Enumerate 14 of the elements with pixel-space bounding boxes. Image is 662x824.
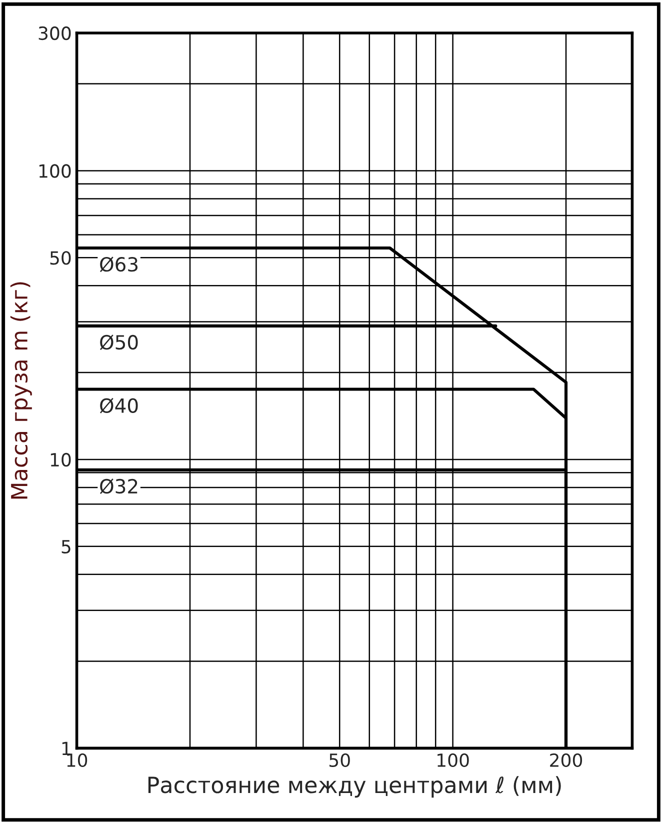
y-tick-label: 300 bbox=[38, 26, 71, 40]
y-tick-label: 50 bbox=[50, 251, 71, 265]
y-tick-label: 5 bbox=[62, 540, 70, 554]
series-label: Ø32 bbox=[100, 478, 138, 494]
x-axis-title: Расстояние между центрами ℓ (мм) bbox=[148, 776, 561, 798]
y-tick-label: 10 bbox=[50, 452, 71, 467]
x-tick-label: 50 bbox=[330, 753, 350, 768]
series-label: Ø50 bbox=[100, 334, 138, 350]
y-axis-title: Масса груза m (кг) bbox=[10, 282, 32, 499]
x-tick-label: 100 bbox=[438, 753, 469, 768]
x-tick-label: 200 bbox=[550, 753, 582, 768]
y-tick-label: 100 bbox=[39, 164, 71, 178]
series-label: Ø40 bbox=[100, 398, 138, 414]
series-label: Ø63 bbox=[100, 256, 138, 272]
